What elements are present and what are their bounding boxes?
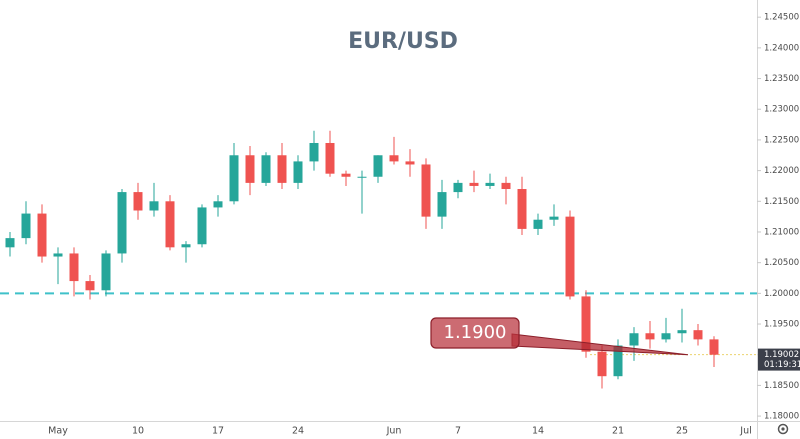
y-tick-label: 1.24000 [764, 43, 799, 53]
candle-body [101, 253, 111, 291]
y-tick-label: 1.22000 [764, 166, 799, 176]
candle-body [677, 330, 687, 334]
chart-title: EUR/USD [348, 29, 458, 54]
candle-body [453, 182, 463, 193]
candle-body [437, 192, 447, 217]
candle-body [213, 201, 223, 208]
candle-body [261, 155, 271, 183]
candle-body [389, 155, 399, 162]
candle-body [325, 142, 335, 174]
annotation-box [430, 317, 520, 349]
y-tick-label: 1.21000 [764, 227, 799, 237]
candle-body [197, 207, 207, 245]
countdown-label: 01:19:31 [764, 360, 800, 370]
candle-body [421, 164, 431, 217]
annotation-label: 1.1900 [444, 322, 507, 343]
x-tick-label: 17 [212, 426, 224, 437]
y-tick-label: 1.19500 [764, 320, 799, 330]
candle-body [277, 155, 287, 183]
x-tick-label: 10 [132, 426, 144, 437]
candle-body [357, 176, 367, 178]
candle-body [21, 213, 31, 239]
settings-icon[interactable] [777, 423, 789, 435]
last-price-badge [758, 348, 800, 371]
candle-body [581, 296, 591, 352]
candle-body [229, 155, 239, 202]
candle-body [565, 216, 575, 297]
last-price-label: 1.19002 [764, 350, 799, 360]
candle-body [405, 161, 415, 165]
y-tick-label: 1.20000 [764, 289, 799, 299]
candle-body [53, 253, 63, 257]
y-tick-label: 1.23500 [764, 74, 799, 84]
y-tick-label: 1.21500 [764, 197, 799, 207]
x-tick-label: Jul [739, 426, 751, 437]
candle-body [597, 351, 607, 377]
candle-body [629, 333, 639, 346]
candle-body [517, 189, 527, 229]
x-tick-label: May [48, 426, 68, 437]
candle-body [165, 201, 175, 248]
candle-body [37, 213, 47, 257]
candle-body [661, 333, 671, 340]
x-tick-label: Jun [386, 426, 402, 437]
candle-body [69, 253, 79, 282]
y-tick-label: 1.23000 [764, 105, 799, 115]
candle-body [293, 161, 303, 183]
x-tick-label: 25 [676, 426, 688, 437]
candle-body [469, 182, 479, 186]
candle-body [309, 142, 319, 162]
candle-body [5, 238, 15, 248]
x-tick-label: 21 [612, 426, 624, 437]
candle-body [501, 182, 511, 190]
candle-body [181, 244, 191, 248]
candle-body [341, 173, 351, 177]
y-tick-label: 1.18000 [764, 412, 799, 422]
candle-body [485, 182, 495, 186]
candle-body [533, 219, 543, 229]
candle-body [85, 281, 95, 291]
candle-body [709, 339, 719, 355]
candle-body [645, 333, 655, 340]
x-tick-label: 7 [455, 426, 461, 437]
settings-icon-hub [781, 427, 785, 431]
candle-body [245, 155, 255, 183]
candle-body [373, 155, 383, 177]
y-tick-label: 1.22500 [764, 135, 799, 145]
candle-body [613, 345, 623, 377]
y-tick-label: 1.18500 [764, 381, 799, 391]
x-tick-label: 14 [532, 426, 544, 437]
x-tick-label: 24 [292, 426, 304, 437]
y-tick-label: 1.24500 [764, 13, 799, 23]
candle-body [693, 330, 703, 340]
y-tick-label: 1.20500 [764, 258, 799, 268]
candle-body [117, 192, 127, 254]
candle-body [549, 216, 559, 220]
candle-body [149, 201, 159, 211]
settings-icon-ring [777, 423, 789, 435]
candle-body [133, 192, 143, 211]
